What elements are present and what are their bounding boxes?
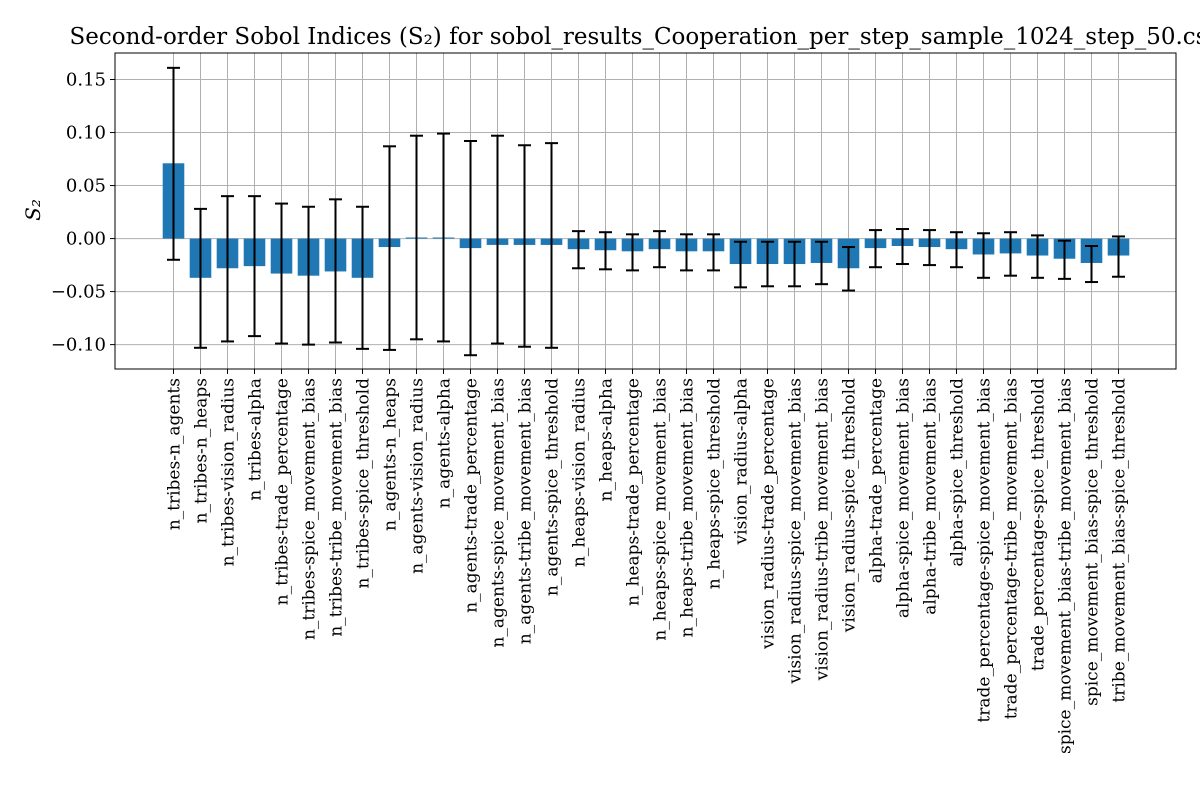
y-tick-label: −0.05: [51, 282, 106, 303]
x-tick-label: vision_radius-spice_threshold: [840, 378, 860, 633]
chart-title: Second-order Sobol Indices (S₂) for sobo…: [70, 24, 1200, 50]
x-tick-label: n_agents-n_heaps: [381, 378, 401, 531]
x-tick-label: n_heaps-alpha: [597, 378, 617, 501]
y-tick-label: 0.10: [66, 123, 106, 144]
x-tick-label: n_tribes-tribe_movement_bias: [327, 378, 347, 637]
x-tick-label: n_tribes-spice_threshold: [354, 378, 374, 589]
x-tick-label: n_heaps-trade_percentage: [624, 378, 644, 606]
x-tick-label: spice_movement_bias-spice_threshold: [1083, 378, 1103, 706]
x-tick-label: alpha-trade_percentage: [867, 378, 887, 583]
x-tick-label: vision_radius-tribe_movement_bias: [813, 378, 833, 681]
x-tick-label: alpha-spice_threshold: [948, 378, 968, 567]
x-tick-label: n_agents-tribe_movement_bias: [516, 378, 536, 644]
x-tick-label: n_tribes-n_agents: [165, 378, 185, 530]
x-tick-label: vision_radius-spice_movement_bias: [786, 378, 806, 685]
x-tick-label: n_agents-alpha: [435, 378, 455, 508]
x-tick-label: vision_radius-alpha: [732, 378, 752, 545]
x-tick-label: n_heaps-spice_movement_bias: [651, 378, 671, 641]
x-tick-label: n_heaps-spice_threshold: [705, 378, 725, 589]
x-tick-label: trade_percentage-spice_threshold: [1029, 378, 1049, 671]
x-tick-label: spice_movement_bias-tribe_movement_bias: [1056, 378, 1076, 754]
x-axis-ticks: n_tribes-n_agents n_tribes-n_heaps n_tribe…: [165, 369, 1130, 754]
x-tick-label: alpha-tribe_movement_bias: [921, 378, 941, 615]
y-tick-label: 0.15: [66, 70, 106, 91]
grid-layer: [115, 53, 1176, 369]
x-tick-label: tribe_movement_bias-spice_threshold: [1110, 378, 1130, 703]
x-tick-label: n_tribes-vision_radius: [219, 378, 239, 566]
x-tick-label: n_agents-spice_movement_bias: [489, 378, 509, 648]
x-tick-label: n_agents-vision_radius: [408, 378, 428, 574]
x-tick-label: n_tribes-trade_percentage: [273, 378, 293, 605]
x-tick-label: trade_percentage-spice_movement_bias: [975, 378, 995, 723]
x-tick-label: n_agents-spice_threshold: [543, 378, 563, 596]
plot-frame: [114, 52, 1177, 370]
x-tick-label: trade_percentage-tribe_movement_bias: [1002, 378, 1022, 719]
y-tick-label: −0.10: [51, 335, 106, 356]
x-tick-label: n_tribes-alpha: [246, 378, 266, 501]
y-axis-ticks: −0.10 −0.05 0.00 0.05 0.10 0.15: [51, 70, 115, 356]
x-tick-label: vision_radius-trade_percentage: [759, 378, 779, 650]
x-tick-label: n_agents-trade_percentage: [462, 378, 482, 613]
error-bars-layer: [167, 66, 1125, 357]
x-tick-label: n_heaps-tribe_movement_bias: [678, 378, 698, 637]
y-tick-label: 0.05: [66, 176, 106, 197]
x-tick-label: alpha-spice_movement_bias: [894, 378, 914, 618]
x-tick-label: n_tribes-spice_movement_bias: [300, 378, 320, 640]
y-axis-label: S₂: [21, 199, 45, 221]
x-tick-label: n_heaps-vision_radius: [570, 378, 590, 567]
y-tick-label: 0.00: [66, 229, 106, 250]
x-tick-label: n_tribes-n_heaps: [192, 378, 212, 523]
